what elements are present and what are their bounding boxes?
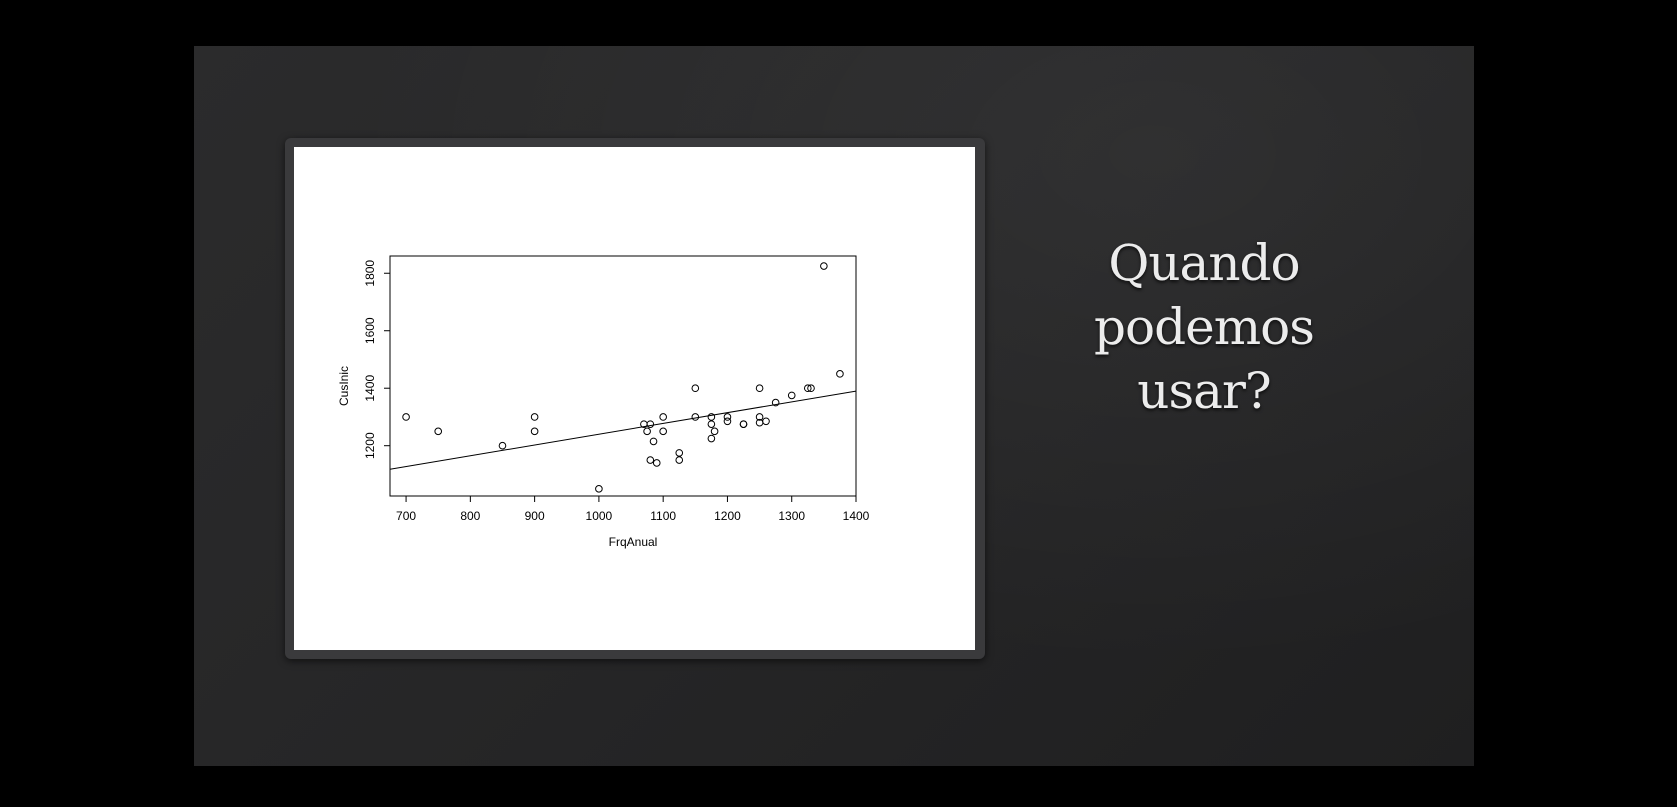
data-point: [643, 427, 651, 436]
data-point: [803, 384, 812, 393]
data-point: [652, 459, 661, 467]
data-point: [530, 427, 539, 436]
x-tick-label: 1200: [714, 509, 741, 523]
data-point: [498, 441, 507, 450]
data-point: [530, 413, 539, 421]
data-point: [820, 262, 828, 270]
scatter-plot: 700 800 900 1000 1100 1200 1300 1400 1200 1400 160…: [294, 147, 975, 650]
data-point: [710, 427, 719, 436]
data-point: [755, 384, 764, 393]
data-point: [707, 413, 716, 421]
data-point: [691, 384, 700, 393]
data-point: [646, 456, 655, 464]
data-point: [659, 427, 667, 436]
data-point: [739, 420, 748, 428]
data-point: [723, 417, 732, 426]
data-point: [762, 417, 770, 426]
x-tick-label: 800: [460, 509, 480, 523]
data-point: [675, 456, 684, 464]
plot-box: [389, 255, 857, 497]
data-point: [659, 413, 667, 421]
data-point: [707, 420, 716, 428]
x-tick-label: 1400: [843, 509, 870, 523]
data-point: [807, 384, 815, 393]
x-tick-label: 900: [525, 509, 545, 523]
slide-title: Quando podemos usar?: [1074, 231, 1334, 423]
data-point: [787, 391, 796, 400]
slide-title-line-1: Quando: [1108, 234, 1300, 292]
chart-image-frame: 700 800 900 1000 1100 1200 1300 1400 1200 1400 160…: [285, 138, 985, 659]
slide: 700 800 900 1000 1100 1200 1300 1400 1200 1400 160…: [194, 46, 1474, 766]
data-point: [707, 434, 716, 443]
data-point: [646, 420, 655, 428]
data-point: [691, 413, 700, 421]
data-point: [595, 485, 603, 493]
y-tick-label: 1400: [363, 375, 377, 402]
x-tick-label: 1000: [586, 509, 613, 523]
x-axis-label: FrqAnual: [609, 535, 658, 549]
data-point: [755, 413, 764, 421]
data-point: [675, 449, 684, 457]
slide-title-line-2: podemos: [1094, 298, 1315, 356]
x-tick-label: 1300: [778, 509, 805, 523]
y-tick-label: 1600: [363, 317, 377, 344]
slide-title-line-3: usar?: [1137, 362, 1271, 420]
y-tick-label: 1800: [363, 260, 377, 287]
regression-line: [389, 390, 857, 470]
data-point: [771, 398, 780, 407]
data-point: [723, 413, 732, 421]
scatter-plot-svg: 700 800 900 1000 1100 1200 1300 1400 1200 1400 160…: [337, 255, 870, 549]
data-point: [434, 427, 443, 436]
data-point: [402, 413, 410, 421]
y-axis-label: CusInic: [337, 366, 351, 406]
y-tick-label: 1200: [363, 432, 377, 459]
data-point: [649, 437, 658, 446]
x-tick-label: 700: [396, 509, 416, 523]
x-tick-label: 1100: [650, 509, 676, 523]
data-point: [836, 370, 844, 378]
